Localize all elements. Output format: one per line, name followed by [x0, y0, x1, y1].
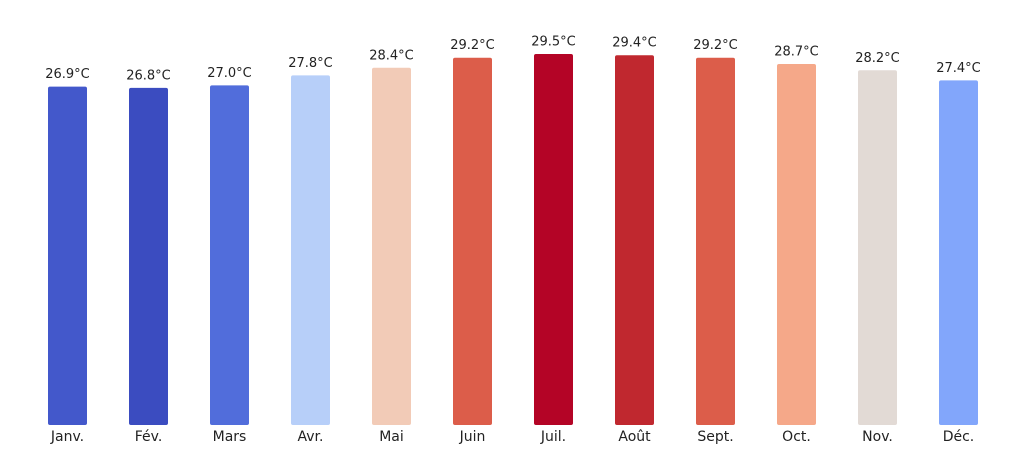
value-label: 27.4°C — [936, 61, 981, 76]
bar — [858, 70, 897, 425]
x-tick-label: Nov. — [862, 429, 893, 445]
x-tick-label: Août — [618, 429, 651, 445]
bar — [453, 57, 492, 425]
value-label: 27.8°C — [288, 56, 333, 71]
value-label: 29.5°C — [531, 34, 576, 49]
bar — [777, 64, 816, 425]
bar — [291, 75, 330, 425]
x-tick-label: Juil. — [540, 429, 566, 445]
bar — [210, 85, 249, 425]
value-label: 26.8°C — [126, 68, 171, 83]
bar — [615, 55, 654, 425]
value-label: 26.9°C — [45, 67, 90, 82]
x-tick-label: Sept. — [697, 429, 733, 445]
value-label: 28.7°C — [774, 45, 819, 60]
x-tick-label: Oct. — [782, 429, 811, 445]
x-tick-label: Fév. — [135, 429, 163, 445]
x-tick-label: Janv. — [50, 429, 84, 445]
x-tick-label: Avr. — [298, 429, 324, 445]
bar — [372, 67, 411, 425]
x-tick-label: Déc. — [943, 429, 975, 445]
bar — [534, 53, 573, 425]
value-label: 29.4°C — [612, 36, 657, 51]
bar — [48, 86, 87, 425]
x-tick-label: Mars — [213, 429, 247, 445]
x-tick-label: Juin — [459, 429, 486, 445]
value-label: 28.4°C — [369, 48, 414, 63]
value-label: 29.2°C — [450, 38, 495, 53]
bar — [696, 57, 735, 425]
value-label: 27.0°C — [207, 66, 252, 81]
bar — [939, 80, 978, 425]
value-label: 28.2°C — [855, 51, 900, 66]
value-label: 29.2°C — [693, 38, 738, 53]
bar — [129, 87, 168, 425]
x-tick-label: Mai — [379, 429, 404, 445]
